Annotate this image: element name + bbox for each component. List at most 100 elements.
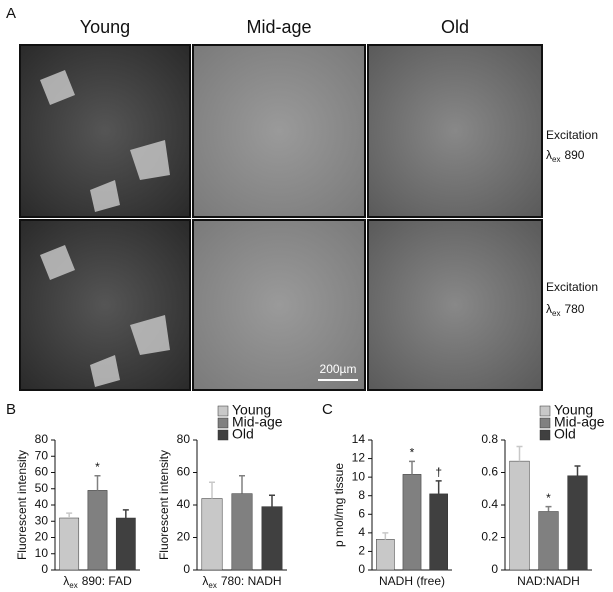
x-axis-label: NAD:NADH bbox=[517, 574, 580, 588]
column-title: Young bbox=[80, 17, 130, 37]
row-label: Excitation bbox=[546, 128, 598, 142]
bar bbox=[376, 539, 395, 571]
y-tick-label: 8 bbox=[358, 488, 365, 502]
legend-swatch bbox=[539, 405, 551, 417]
y-tick-label: 60 bbox=[177, 465, 191, 479]
y-tick-label: 20 bbox=[177, 530, 191, 544]
row-label: λex 890 bbox=[546, 148, 585, 164]
legend-swatch bbox=[217, 405, 229, 417]
bar bbox=[402, 474, 422, 571]
y-tick-label: 50 bbox=[35, 481, 49, 495]
y-tick-label: 20 bbox=[35, 530, 49, 544]
significance-marker: * bbox=[95, 460, 100, 474]
legend-label: Mid-age bbox=[232, 414, 283, 430]
y-tick-label: 0 bbox=[491, 562, 498, 576]
y-tick-label: 0 bbox=[183, 562, 190, 576]
image bbox=[192, 44, 366, 218]
legend-label: Old bbox=[554, 426, 576, 442]
y-tick-label: 0.6 bbox=[481, 465, 498, 479]
error-bar bbox=[435, 480, 442, 494]
significance-marker: † bbox=[435, 465, 442, 479]
y-tick-label: 2 bbox=[358, 544, 365, 558]
y-tick-label: 60 bbox=[35, 465, 49, 479]
image bbox=[367, 219, 543, 391]
x-label-symbol: λ bbox=[63, 574, 69, 588]
bar bbox=[509, 460, 530, 571]
legend-swatch bbox=[539, 429, 551, 441]
error-bar bbox=[66, 512, 73, 518]
y-axis-label: p mol/mg tissue bbox=[332, 463, 346, 547]
legend-label: Mid-age bbox=[554, 414, 605, 430]
x-label-sub: ex bbox=[208, 581, 216, 590]
error-bar bbox=[269, 494, 275, 507]
y-tick-label: 70 bbox=[35, 448, 49, 462]
y-axis-label: Fluorescent intensity bbox=[15, 450, 29, 560]
y-tick-label: 80 bbox=[177, 432, 191, 446]
error-bar bbox=[409, 460, 415, 475]
bar bbox=[261, 506, 283, 571]
legend-label: Young bbox=[554, 402, 593, 418]
x-label-text: 890: FAD bbox=[82, 574, 132, 588]
fiber-highlights bbox=[40, 70, 170, 387]
x-axis-label: NADH (free) bbox=[379, 574, 445, 588]
error-bar bbox=[574, 465, 581, 476]
column-title: Mid-age bbox=[246, 17, 311, 37]
y-tick-label: 0.2 bbox=[481, 530, 498, 544]
x-label-text: 780: NADH bbox=[221, 574, 282, 588]
bar bbox=[87, 490, 108, 571]
y-tick-label: 40 bbox=[177, 497, 191, 511]
row-label: Excitation bbox=[546, 280, 598, 294]
y-tick-label: 0.4 bbox=[481, 497, 498, 511]
x-axis-label: λex 890: FAD bbox=[63, 574, 132, 590]
y-tick-label: 4 bbox=[358, 525, 365, 539]
panel-label: B bbox=[6, 401, 16, 418]
row-label: λex 780 bbox=[546, 302, 585, 318]
legend-label: Old bbox=[232, 426, 254, 442]
significance-marker: * bbox=[410, 446, 415, 460]
significance-marker: * bbox=[546, 491, 551, 505]
panel-label: A bbox=[6, 5, 16, 22]
bar bbox=[115, 517, 136, 571]
y-axis-label: Fluorescent intensity bbox=[157, 450, 171, 560]
bar bbox=[59, 517, 80, 571]
legend-swatch bbox=[217, 429, 229, 441]
bar bbox=[231, 493, 253, 571]
x-label-text: NADH (free) bbox=[379, 574, 445, 588]
x-axis-label: λex 780: NADH bbox=[202, 574, 281, 590]
y-tick-label: 14 bbox=[352, 432, 366, 446]
error-bar bbox=[239, 475, 245, 494]
x-label-sub: ex bbox=[69, 581, 77, 590]
y-tick-label: 40 bbox=[35, 497, 49, 511]
image bbox=[192, 219, 366, 391]
x-label-symbol: λ bbox=[202, 574, 208, 588]
error-bar bbox=[545, 505, 552, 512]
y-tick-label: 10 bbox=[35, 546, 49, 560]
y-tick-label: 0.8 bbox=[481, 432, 498, 446]
error-bar bbox=[209, 481, 215, 499]
x-label-text: NAD:NADH bbox=[517, 574, 580, 588]
micrographs bbox=[19, 44, 543, 391]
legend-swatch bbox=[217, 417, 229, 429]
y-tick-label: 0 bbox=[358, 562, 365, 576]
column-title: Old bbox=[441, 17, 469, 37]
y-tick-label: 80 bbox=[35, 432, 49, 446]
scale-bar-label: 200µm bbox=[320, 362, 357, 376]
y-tick-label: 30 bbox=[35, 513, 49, 527]
legend-label: Young bbox=[232, 402, 271, 418]
panel-label: C bbox=[322, 401, 333, 418]
error-bar bbox=[122, 509, 129, 518]
bar bbox=[201, 498, 223, 571]
legend-swatch bbox=[539, 417, 551, 429]
error-bar bbox=[382, 532, 389, 540]
bar bbox=[429, 493, 448, 571]
y-tick-label: 6 bbox=[358, 506, 365, 520]
y-tick-label: 10 bbox=[352, 469, 366, 483]
error-bar bbox=[516, 445, 523, 462]
bar bbox=[567, 475, 588, 571]
y-tick-label: 12 bbox=[352, 451, 366, 465]
error-bar bbox=[94, 475, 101, 491]
bar bbox=[538, 511, 559, 571]
y-tick-label: 0 bbox=[41, 562, 48, 576]
image bbox=[367, 44, 543, 218]
